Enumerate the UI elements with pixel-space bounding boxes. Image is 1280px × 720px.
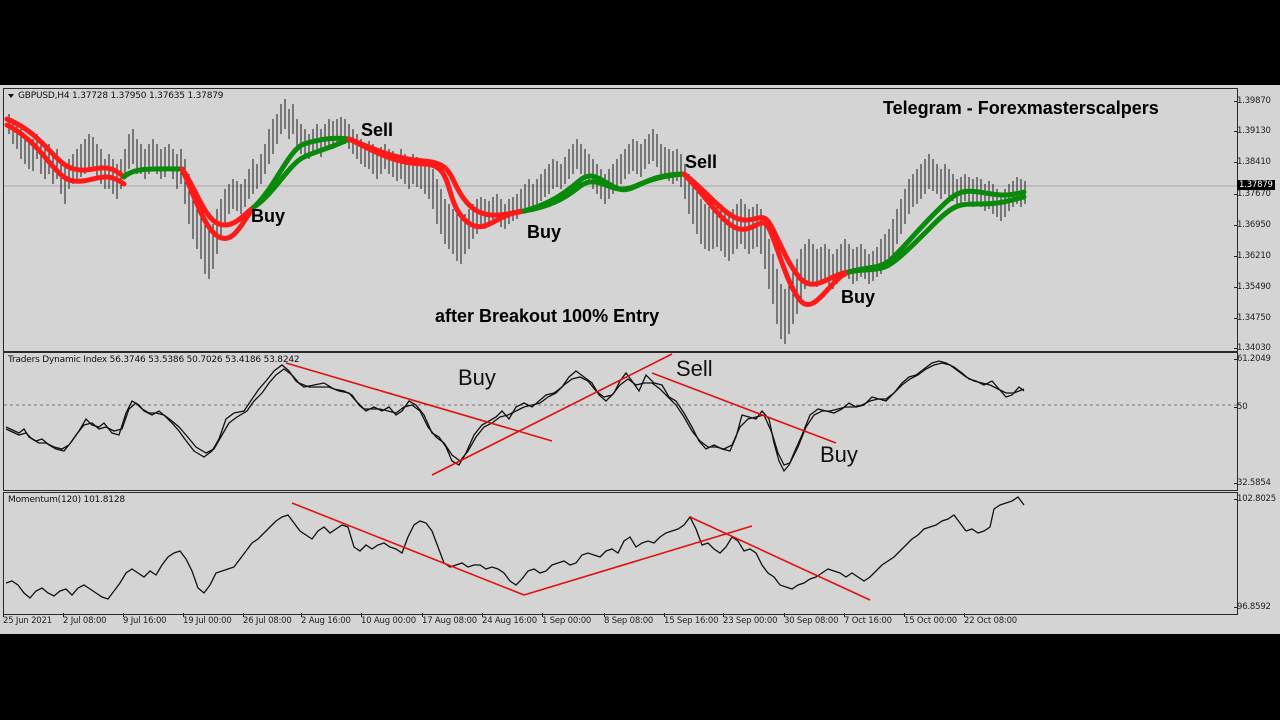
tdi-pane[interactable]: Traders Dynamic Index 56.3746 53.5386 50… [3,352,1238,491]
time-tick: 2 Aug 16:00 [301,613,351,626]
time-tick: 25 Jun 2021 [3,613,52,626]
price-scale[interactable]: 1.39870 1.39130 1.38410 1.37670 1.36950 … [1234,88,1280,353]
price-tick: 1.34750 [1234,313,1271,323]
time-tick: 22 Oct 08:00 [964,613,1018,626]
price-pane[interactable]: GBPUSD,H4 1.37728 1.37950 1.37635 1.3787… [3,88,1238,352]
time-axis[interactable]: 25 Jun 2021 2 Jul 08:00 9 Jul 16:00 19 J… [3,613,1236,631]
momentum-label: Momentum(120) 101.8128 [8,495,125,505]
tdi-signal-buy-1: Buy [458,365,496,390]
price-tick: 1.36950 [1234,220,1271,230]
time-tick: 10 Aug 00:00 [361,613,416,626]
tdi-tick: 61.2049 [1234,354,1271,364]
caption-text: after Breakout 100% Entry [435,306,660,326]
signal-buy-1: Buy [251,206,286,226]
momentum-tick: 102.8025 [1234,494,1276,504]
time-tick: 15 Sep 16:00 [664,613,719,626]
price-tick: 1.39130 [1234,126,1271,136]
time-tick: 30 Sep 08:00 [784,613,839,626]
price-tick: 1.37670 [1234,189,1271,199]
tdi-label: Traders Dynamic Index 56.3746 53.5386 50… [8,355,300,365]
time-tick: 24 Aug 16:00 [482,613,537,626]
tdi-trendlines [285,353,837,476]
price-chart-plot [4,99,1237,344]
time-tick: 17 Aug 08:00 [422,613,477,626]
current-price-badge: 1.37879 [1237,180,1275,190]
watermark-text: Telegram - Forexmasterscalpers [883,98,1159,118]
momentum-scale[interactable]: 102.8025 96.8592 [1234,492,1280,613]
signal-buy-3: Buy [841,287,876,307]
tdi-signal-buy-2: Buy [820,442,858,467]
time-tick: 23 Sep 00:00 [723,613,778,626]
price-tick: 1.36210 [1234,251,1271,261]
tdi-signal-sell: Sell [676,356,713,381]
time-tick: 9 Jul 16:00 [123,613,167,626]
symbol-label[interactable]: GBPUSD,H4 1.37728 1.37950 1.37635 1.3787… [8,91,223,101]
dropdown-triangle-icon[interactable] [8,93,14,98]
price-tick: 1.34030 [1234,343,1271,353]
time-tick: 7 Oct 16:00 [844,613,892,626]
tdi-lines [5,360,1025,473]
ma-bands [4,116,1027,307]
price-tick: 1.35490 [1234,282,1271,292]
momentum-pane[interactable]: Momentum(120) 101.8128 [3,492,1238,615]
time-tick: 2 Jul 08:00 [63,613,107,626]
tdi-tick: 32.5854 [1234,478,1271,488]
tdi-plot [4,353,1237,476]
price-tick: 1.39870 [1234,96,1271,106]
time-tick: 8 Sep 08:00 [604,613,654,626]
momentum-tick: 96.8592 [1234,602,1271,612]
time-tick: 26 Jul 08:00 [243,613,292,626]
price-tick: 1.38410 [1234,157,1271,167]
momentum-line [5,496,1025,600]
momentum-trendlines [291,502,871,601]
time-tick: 15 Oct 00:00 [904,613,958,626]
time-tick: 19 Jul 00:00 [183,613,232,626]
signal-buy-2: Buy [527,222,562,242]
time-tick: 1 Sep 00:00 [542,613,592,626]
signal-sell-2: Sell [685,152,718,172]
chart-window: GBPUSD,H4 1.37728 1.37950 1.37635 1.3787… [0,85,1280,634]
tdi-scale[interactable]: 61.2049 50 32.5854 [1233,352,1280,489]
tdi-tick: 50 [1233,402,1248,412]
momentum-plot [5,496,1025,601]
signal-sell-1: Sell [361,120,394,140]
